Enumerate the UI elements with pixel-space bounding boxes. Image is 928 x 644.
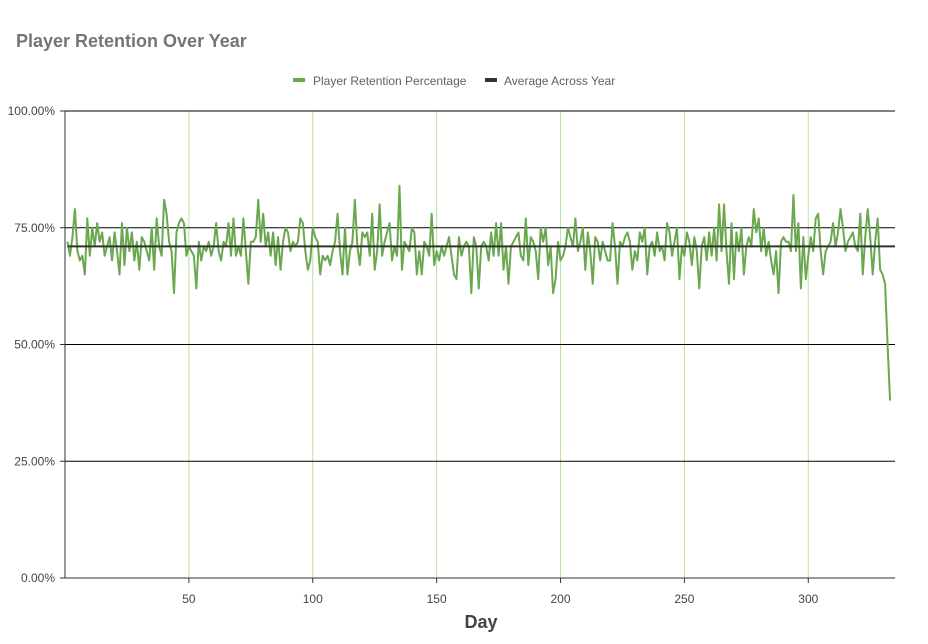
y-tick-label: 25.00%	[14, 454, 55, 468]
x-tick-label: 250	[674, 592, 694, 606]
x-tick-label: 100	[303, 592, 323, 606]
legend-label-average: Average Across Year	[504, 74, 615, 88]
y-tick-label: 0.00%	[21, 571, 55, 585]
chart-title: Player Retention Over Year	[16, 31, 247, 51]
legend-label-retention: Player Retention Percentage	[313, 74, 467, 88]
y-tick-label: 50.00%	[14, 338, 55, 352]
x-axis-ticks: 50 100 150 200 250 300	[182, 578, 819, 606]
x-tick-label: 50	[182, 592, 196, 606]
x-axis-title: Day	[464, 612, 497, 632]
y-tick-label: 100.00%	[8, 104, 56, 118]
legend: Player Retention Percentage Average Acro…	[293, 74, 615, 88]
gridlines	[64, 110, 895, 579]
y-tick-label: 75.00%	[14, 221, 55, 235]
legend-swatch-average	[485, 78, 497, 82]
legend-swatch-retention	[293, 78, 305, 82]
x-tick-label: 200	[551, 592, 571, 606]
x-tick-label: 150	[427, 592, 447, 606]
x-tick-label: 300	[798, 592, 818, 606]
series-line-retention	[66, 184, 892, 401]
series-lines	[66, 184, 895, 401]
y-axis-ticks: 0.00% 25.00% 50.00% 75.00% 100.00%	[8, 104, 65, 585]
